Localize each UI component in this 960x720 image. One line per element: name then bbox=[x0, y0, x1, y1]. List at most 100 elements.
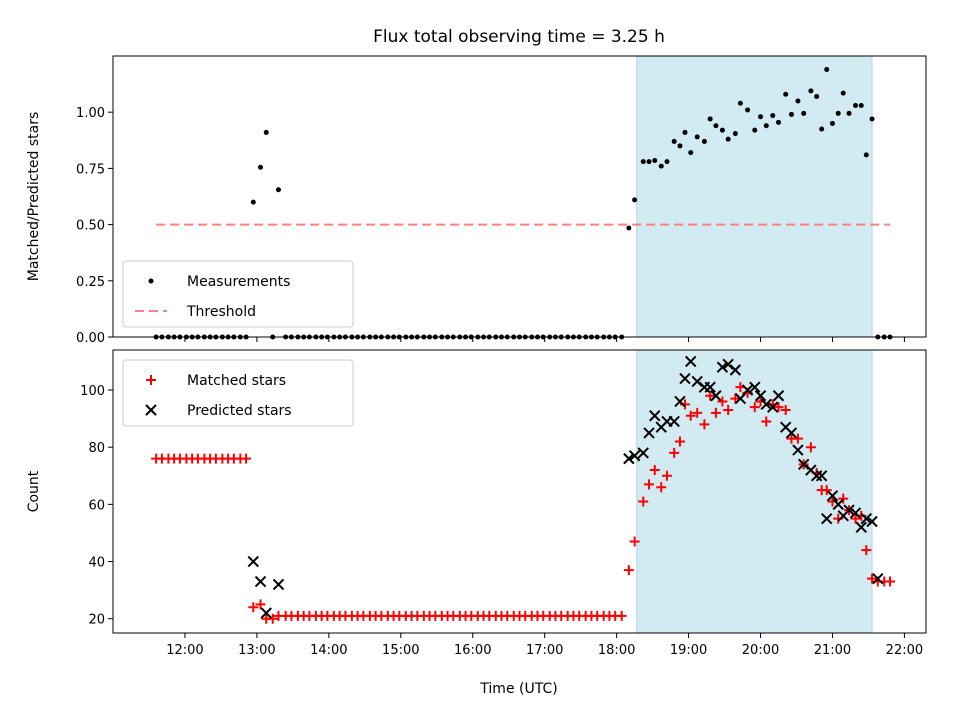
predicted-stars-point bbox=[254, 575, 267, 588]
predicted-stars-point bbox=[754, 390, 767, 402]
legend-label: Predicted stars bbox=[187, 403, 292, 419]
matched-stars-point bbox=[649, 465, 660, 476]
measurement-point bbox=[795, 98, 801, 104]
measurement-point bbox=[719, 127, 725, 133]
measurement-point bbox=[250, 199, 256, 205]
matched-stars-point bbox=[699, 419, 710, 430]
measurement-point bbox=[801, 110, 807, 116]
measurement-point bbox=[257, 164, 263, 170]
measurement-point bbox=[640, 159, 646, 165]
measurement-point bbox=[814, 93, 820, 99]
legend-matched-icon bbox=[146, 375, 156, 385]
predicted-stars-point bbox=[674, 395, 686, 408]
predicted-stars-point bbox=[649, 410, 661, 422]
measurement-point bbox=[758, 114, 764, 120]
predicted-stars-point bbox=[704, 381, 716, 393]
x-tick-label: 15:00 bbox=[382, 643, 419, 658]
y-tick-label: 80 bbox=[88, 441, 105, 456]
measurement-point bbox=[776, 119, 782, 125]
measurement-point bbox=[694, 134, 700, 140]
measurement-point bbox=[752, 127, 758, 133]
matched-stars-point bbox=[669, 447, 680, 458]
matched-stars-point bbox=[730, 393, 741, 404]
predicted-stars-point bbox=[767, 401, 779, 413]
measurement-point bbox=[701, 138, 707, 144]
predicted-stars-point bbox=[821, 512, 833, 525]
predicted-stars-point bbox=[637, 447, 649, 459]
y-tick-label: 20 bbox=[88, 613, 105, 628]
matched-stars-point bbox=[616, 610, 627, 621]
measurement-point bbox=[858, 102, 864, 108]
matched-stars-point bbox=[638, 496, 649, 507]
measurement-point bbox=[819, 126, 825, 132]
matched-stars-point bbox=[861, 545, 872, 556]
x-tick-label: 22:00 bbox=[886, 643, 923, 658]
measurement-point bbox=[682, 129, 688, 135]
measurement-point bbox=[808, 88, 814, 94]
measurement-point bbox=[632, 197, 638, 203]
measurement-point bbox=[829, 120, 835, 126]
predicted-stars-point bbox=[741, 384, 754, 396]
matched-stars-point bbox=[644, 479, 655, 490]
matched-stars-point bbox=[838, 493, 849, 504]
predicted-stars-point bbox=[272, 578, 285, 591]
matched-stars-point bbox=[723, 405, 734, 416]
measurement-point bbox=[671, 138, 677, 144]
matched-stars-point bbox=[717, 396, 728, 407]
predicted-stars-point bbox=[866, 515, 878, 528]
measurement-point bbox=[835, 110, 841, 116]
measurement-point bbox=[664, 159, 670, 165]
legend-label: Measurements bbox=[187, 274, 290, 290]
x-tick-label: 19:00 bbox=[670, 643, 707, 658]
legend-label: Matched stars bbox=[187, 373, 286, 389]
plot-frame bbox=[112, 349, 927, 634]
predicted-stars-point bbox=[860, 512, 872, 525]
predicted-stars-point bbox=[668, 415, 680, 428]
plot-frame bbox=[112, 55, 927, 338]
measurement-point bbox=[788, 111, 794, 117]
legend-label: Threshold bbox=[186, 304, 256, 320]
x-tick-label: 18:00 bbox=[598, 643, 635, 658]
matched-stars-point bbox=[761, 416, 772, 427]
predicted-stars-point bbox=[872, 572, 884, 585]
predicted-stars-point bbox=[710, 390, 722, 402]
predicted-stars-point bbox=[826, 490, 839, 502]
predicted-stars-point bbox=[855, 521, 867, 533]
measurement-point bbox=[677, 143, 683, 149]
predicted-stars-point bbox=[815, 470, 828, 482]
measurement-point bbox=[732, 131, 738, 137]
y-tick-label: 0.75 bbox=[76, 162, 105, 177]
matched-stars-point bbox=[780, 405, 791, 416]
x-tick-label: 20:00 bbox=[742, 643, 779, 658]
measurement-point bbox=[688, 150, 694, 156]
predicted-stars-point bbox=[691, 375, 703, 388]
x-tick-label: 13:00 bbox=[238, 643, 275, 658]
measurement-point bbox=[824, 66, 830, 72]
measurement-point bbox=[863, 152, 869, 158]
predicted-stars-point bbox=[760, 398, 772, 411]
predicted-stars-point bbox=[729, 364, 742, 376]
matched-stars-point bbox=[710, 407, 721, 418]
x-tick-label: 14:00 bbox=[310, 643, 347, 658]
y-axis-label: Matched/Predicted stars bbox=[26, 112, 42, 282]
measurement-point bbox=[707, 116, 713, 122]
measurement-point bbox=[652, 158, 658, 164]
ratio-panel: 0.00 0.25 0.50 0.75 1.00 Matched/Predicted st… bbox=[26, 55, 927, 346]
measurement-point bbox=[745, 107, 751, 113]
matched-stars-point bbox=[629, 536, 640, 547]
x-tick-label: 21:00 bbox=[814, 643, 851, 658]
y-tick-label: 1.00 bbox=[76, 106, 105, 121]
predicted-stars-point bbox=[849, 507, 862, 519]
predicted-stars-point bbox=[792, 444, 804, 456]
measurement-point bbox=[852, 102, 858, 108]
predicted-stars-point bbox=[772, 390, 785, 402]
measurement-point bbox=[770, 113, 776, 119]
matched-stars-point bbox=[773, 402, 784, 413]
matched-stars-point bbox=[749, 402, 760, 413]
predicted-stars-point bbox=[843, 504, 855, 516]
y-tick-label: 0.25 bbox=[76, 275, 105, 290]
legend-box bbox=[122, 260, 354, 328]
matched-stars-point bbox=[248, 602, 259, 613]
count-panel: 12:00 13:00 14:00 15:00 16:00 17:00 18:00 19:00… bbox=[26, 349, 927, 658]
